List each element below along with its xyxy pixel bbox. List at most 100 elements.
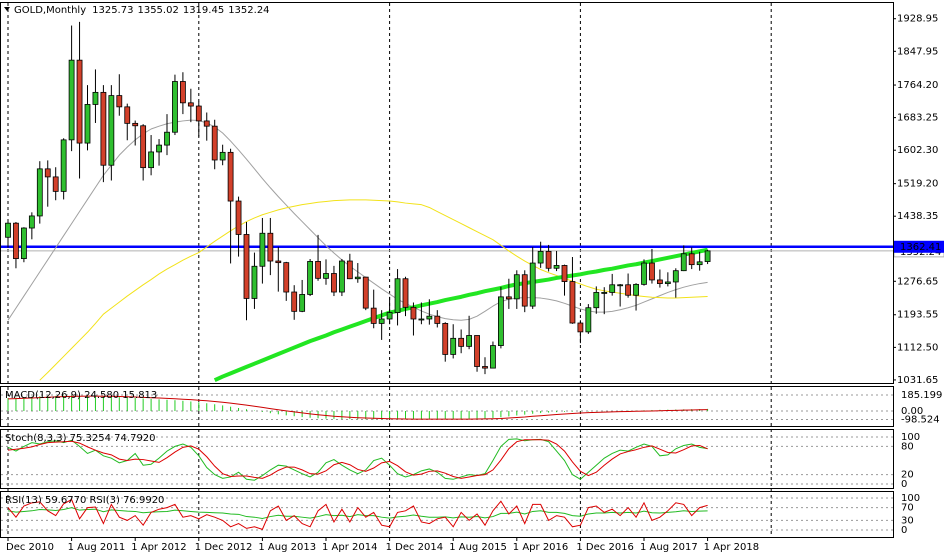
candle-body — [482, 366, 488, 369]
candle-body — [593, 292, 600, 309]
candle-body — [394, 278, 401, 313]
candle-body — [156, 144, 162, 153]
x-tick-label: 1 Apr 2012 — [131, 542, 186, 553]
candle-body — [386, 312, 393, 320]
candle-body — [649, 262, 655, 281]
candle-body — [521, 274, 528, 307]
candle-body — [688, 253, 695, 266]
candle-body — [76, 59, 83, 144]
candle-body — [36, 168, 43, 217]
rsi-pane-border — [0, 491, 894, 538]
stoch-pane-border — [0, 429, 894, 489]
grid-layer — [1, 3, 893, 537]
y-tick-label: 185.199 — [901, 390, 942, 401]
y-tick-label: 30 — [901, 515, 914, 526]
candle-body — [474, 335, 480, 367]
x-tick-label: 1 Aug 2013 — [258, 542, 316, 553]
candle-body — [195, 105, 202, 122]
candle-body — [267, 232, 274, 262]
candle-body — [664, 281, 671, 284]
candle-body — [291, 291, 298, 312]
candle-body — [601, 292, 608, 294]
y-tick-label: 1438.35 — [897, 211, 938, 222]
y-tick-label: 1764.20 — [897, 80, 938, 91]
candle-body — [657, 279, 663, 284]
candle-body — [259, 232, 266, 267]
candle-body — [696, 261, 703, 266]
low-value: 1319.45 — [183, 5, 224, 16]
candle-body — [179, 81, 186, 104]
candle-body — [434, 315, 441, 324]
candle-body — [704, 250, 711, 262]
candle-body — [275, 260, 282, 264]
candle-body — [52, 176, 59, 192]
candle-body — [617, 284, 624, 287]
candle-body — [124, 106, 131, 124]
candle-body — [219, 151, 226, 161]
indicator-line — [7, 498, 708, 530]
indicator-title: RSI(13) 59.6770 RSI(3) 76.9920 — [5, 495, 164, 506]
main-pane-border — [0, 2, 894, 384]
symbol-menu-icon[interactable] — [4, 7, 10, 11]
candle-body — [5, 222, 11, 238]
candle-body — [458, 337, 465, 347]
candle-body — [211, 125, 218, 161]
y-tick-label: 1602.30 — [897, 145, 938, 156]
indicator-line — [7, 438, 708, 481]
candle-body — [553, 265, 560, 269]
y-tick-label: 1276.65 — [897, 276, 938, 287]
symbol: GOLD,Monthly — [14, 5, 86, 16]
y-tick-label: 1683.25 — [897, 113, 938, 124]
candle-body — [641, 262, 647, 285]
candle-body — [490, 345, 496, 369]
candle-body — [561, 265, 568, 282]
candle-body — [44, 168, 51, 178]
candle-body — [84, 104, 91, 144]
indicator-line — [7, 395, 708, 420]
marks-layer — [1, 21, 893, 383]
candle-body — [505, 296, 512, 300]
candle-body — [362, 276, 369, 309]
candle-body — [331, 273, 337, 293]
y-tick-label: 1112.50 — [897, 342, 938, 353]
indicator-title: Stoch(8,3,3) 75.3254 74.7920 — [5, 433, 156, 444]
candle-body — [529, 262, 536, 307]
candle-body — [513, 274, 520, 300]
y-tick-label: 100 — [901, 493, 920, 504]
candle-body — [625, 284, 631, 296]
candle-body — [140, 125, 147, 169]
close-value: 1352.24 — [228, 5, 269, 16]
level-price-box — [894, 240, 944, 253]
chart-header: GOLD,Monthly 1325.73 1355.02 1319.45 1352.24 — [14, 5, 270, 16]
indicator-line — [7, 507, 708, 519]
candle-body — [577, 322, 584, 333]
candle-body — [164, 131, 170, 146]
candle-body — [545, 250, 552, 269]
y-tick-label: 20 — [901, 470, 914, 481]
candle-body — [418, 318, 425, 321]
x-tick-label: 1 Aug 2017 — [640, 542, 698, 553]
candle-body — [20, 227, 27, 260]
candle-body — [346, 260, 353, 280]
candle-body — [92, 91, 99, 105]
candle-body — [410, 306, 417, 320]
candle-body — [132, 122, 139, 127]
candle-body — [442, 323, 449, 355]
candle-body — [227, 151, 234, 202]
candle-body — [187, 102, 194, 107]
y-tick-label: 0 — [901, 525, 907, 536]
candle-body — [299, 294, 306, 312]
candle-body — [609, 284, 616, 293]
x-tick-label: 1 Apr 2018 — [704, 542, 759, 553]
y-tick-label: -98.524 — [901, 415, 940, 426]
candle-body — [307, 261, 314, 295]
candle-body — [633, 283, 639, 296]
candle-body — [235, 200, 242, 235]
candle-body — [672, 270, 679, 283]
macd-pane-border — [0, 386, 894, 427]
y-tick-label: 100 — [901, 432, 920, 443]
candle-body — [148, 151, 155, 169]
x-tick-label: 1 Aug 2011 — [68, 542, 126, 553]
candle-body — [497, 296, 504, 346]
y-tick-label: 1928.95 — [897, 14, 938, 25]
